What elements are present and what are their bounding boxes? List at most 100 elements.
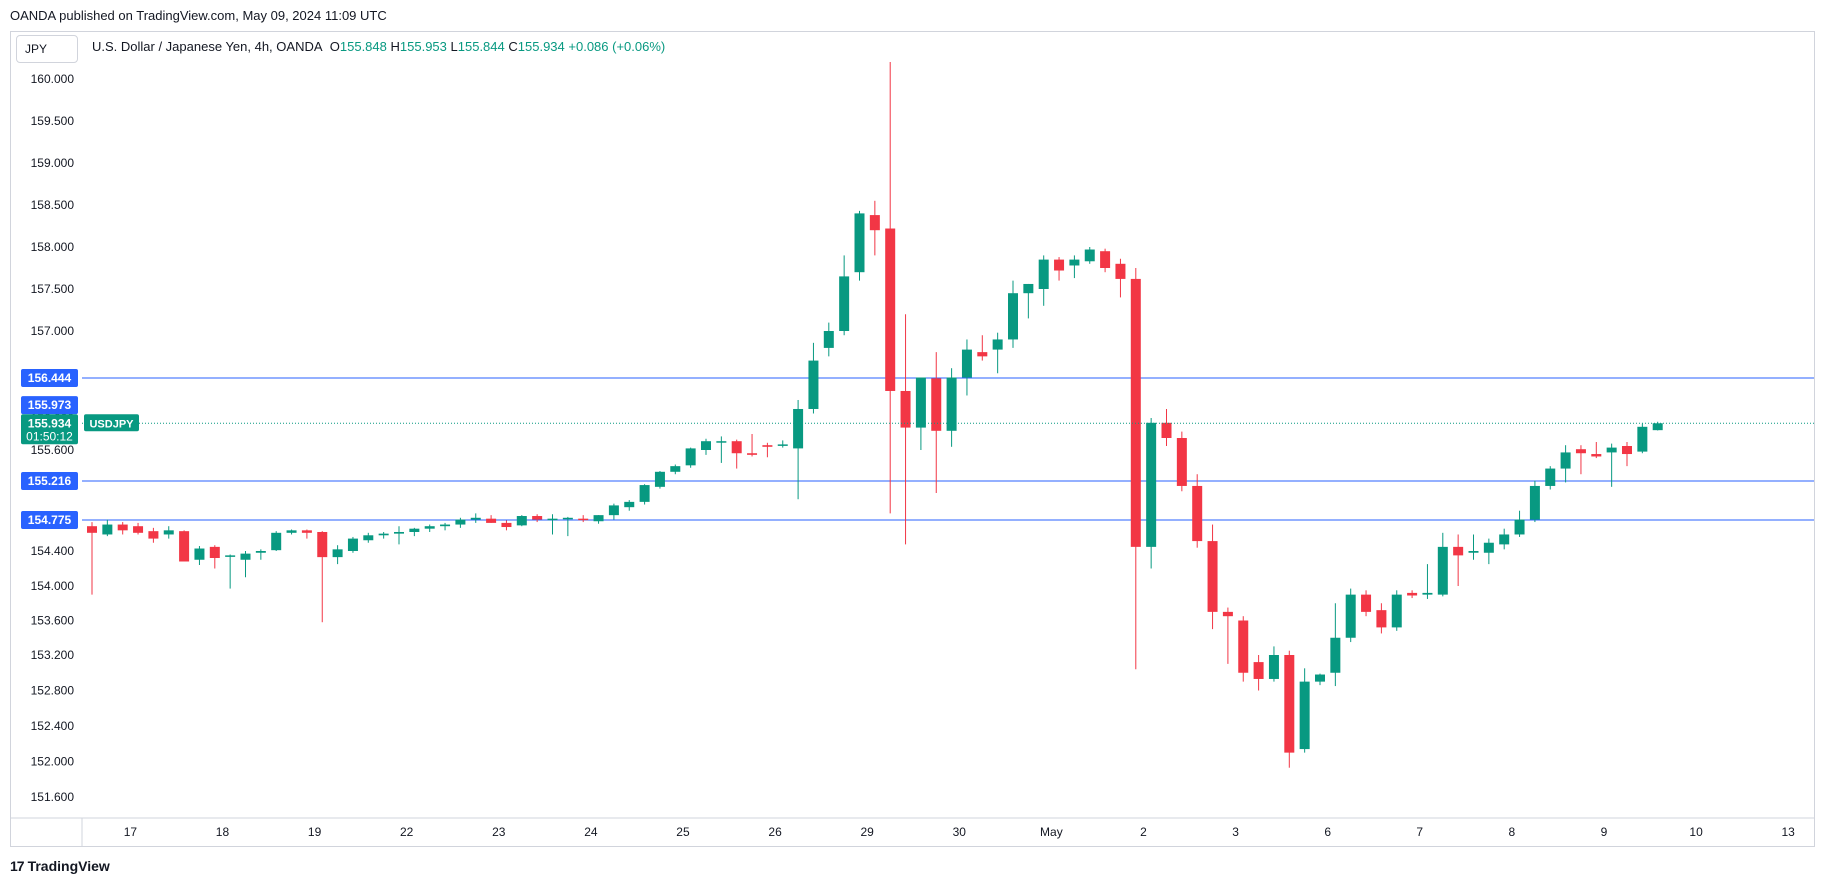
x-tick-label: 2 [1140, 825, 1147, 839]
x-tick-label: 13 [1781, 825, 1795, 839]
x-tick-label: 9 [1601, 825, 1608, 839]
candle-body [762, 445, 773, 447]
candle-body [777, 444, 788, 446]
published-header: OANDA published on TradingView.com, May … [10, 8, 387, 23]
candle-body [1437, 546, 1448, 595]
candle-body [286, 530, 297, 533]
candle-body [1499, 534, 1510, 545]
x-tick-label: 6 [1324, 825, 1331, 839]
candle-body [1038, 259, 1049, 289]
candle-body [255, 551, 266, 553]
candle-body [1284, 655, 1295, 753]
y-tick-label: 151.600 [31, 790, 75, 804]
tradingview-footer[interactable]: 17 TradingView [10, 858, 110, 874]
candle-body [516, 516, 527, 526]
candle-body [931, 378, 942, 431]
high-value: 155.953 [399, 39, 447, 54]
candle-body [1146, 422, 1157, 547]
candle-body [1130, 278, 1141, 547]
level-price-label: 155.216 [28, 474, 72, 488]
currency-selector[interactable]: JPY [16, 35, 78, 63]
candle-body [731, 441, 742, 454]
candle-body [1361, 594, 1372, 612]
candle-body [148, 531, 159, 539]
x-tick-label: 24 [584, 825, 598, 839]
candle-body [701, 441, 711, 450]
tradingview-logo-icon: 17 [10, 858, 25, 874]
candle-body [578, 518, 589, 521]
candle-body [1023, 283, 1034, 294]
y-tick-label: 158.500 [31, 198, 75, 212]
candle-body [532, 516, 543, 520]
candle-body [1253, 662, 1264, 679]
level-price-label: 154.775 [28, 513, 72, 527]
high-key: H [390, 39, 400, 54]
candle-body [179, 531, 190, 562]
y-tick-label: 152.800 [31, 684, 75, 698]
close-key: C [508, 39, 518, 54]
candle-body [1161, 422, 1172, 438]
y-tick-label: 157.000 [31, 324, 75, 338]
low-value: 155.844 [457, 39, 505, 54]
x-tick-label: 19 [308, 825, 322, 839]
candle-body [961, 349, 972, 378]
candle-body [885, 228, 896, 391]
x-tick-label: 10 [1689, 825, 1703, 839]
x-tick-label: 26 [768, 825, 782, 839]
candle-body [1637, 426, 1648, 452]
candle-body [440, 524, 451, 527]
candle-body [639, 485, 650, 502]
y-tick-label: 159.000 [31, 156, 75, 170]
candle-body [194, 548, 205, 560]
candle-body [624, 501, 635, 508]
candle-body [1176, 438, 1187, 486]
y-tick-label: 154.400 [31, 544, 75, 558]
candle-body [1069, 259, 1080, 266]
candle-body [839, 276, 850, 331]
candle-body [501, 522, 512, 528]
candle-body [225, 555, 236, 557]
last-price-label: 155.934 [28, 416, 72, 430]
x-tick-label: 3 [1232, 825, 1239, 839]
candle-body [808, 360, 819, 409]
candle-body [1084, 249, 1095, 262]
change-value: +0.086 (+0.06%) [568, 39, 666, 54]
y-tick-label: 160.000 [31, 72, 75, 86]
candle-body [1115, 263, 1126, 279]
candle-body [1192, 485, 1203, 542]
candle-body [1315, 674, 1325, 682]
y-tick-label: 155.600 [31, 443, 75, 457]
candle-body [409, 528, 420, 532]
candle-body [1407, 592, 1418, 596]
open-value: 155.848 [339, 39, 387, 54]
countdown-label: 01:50:12 [26, 429, 73, 443]
candle-body [378, 533, 389, 536]
symbol-legend: U.S. Dollar / Japanese Yen, 4h, OANDA O1… [92, 39, 665, 54]
level-price-label-bg [21, 369, 78, 387]
candle-body [654, 471, 665, 487]
x-tick-label: 8 [1509, 825, 1516, 839]
chart-frame [10, 31, 1815, 847]
candle-body [133, 526, 144, 533]
symbol-title: U.S. Dollar / Japanese Yen, 4h, OANDA [92, 39, 323, 54]
candle-body [1606, 447, 1617, 453]
candle-body [1268, 655, 1279, 679]
close-value: 155.934 [517, 39, 565, 54]
candle-body [102, 524, 113, 535]
candle-body [1330, 637, 1341, 673]
candle-body [455, 519, 466, 525]
y-tick-label: 152.000 [31, 755, 75, 769]
candle-body [163, 530, 174, 535]
low-key: L [450, 39, 458, 54]
x-tick-label: 30 [953, 825, 967, 839]
candle-body [823, 331, 834, 348]
last-price-label-bg [21, 414, 78, 445]
candle-body [240, 553, 251, 560]
candle-body [1207, 541, 1218, 612]
candle-body [1591, 454, 1602, 457]
candle-body [394, 531, 404, 534]
x-tick-label: 17 [124, 825, 138, 839]
candle-body [1376, 610, 1387, 628]
candle-body [1468, 551, 1479, 553]
